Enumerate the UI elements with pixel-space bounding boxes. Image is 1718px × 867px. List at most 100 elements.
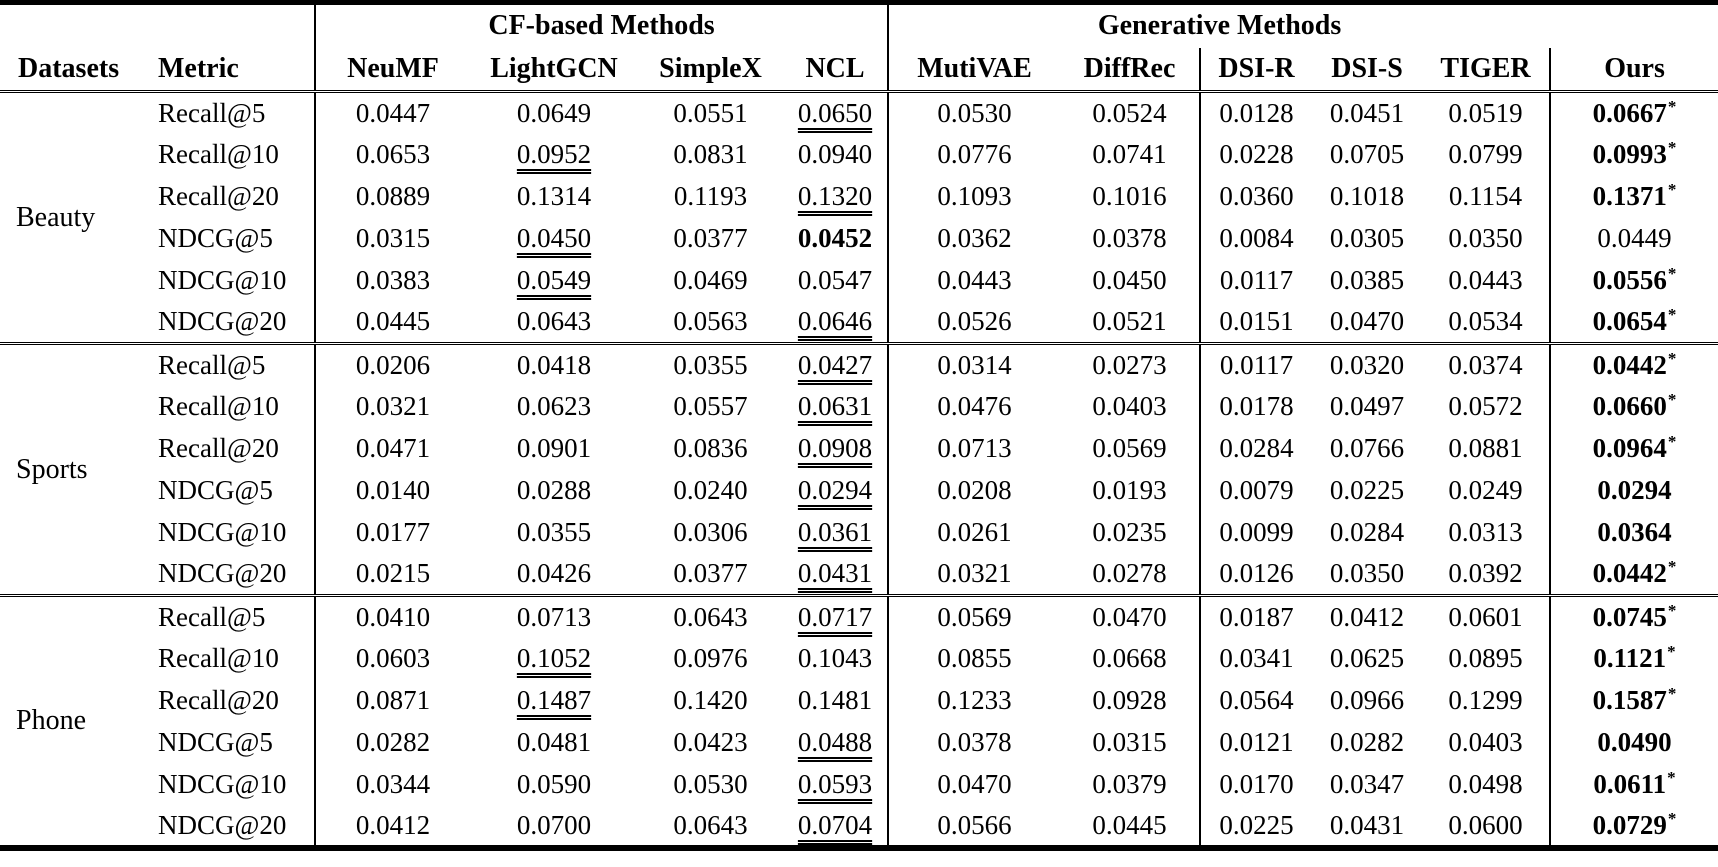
value-cell: 0.0426 — [470, 554, 638, 596]
metric-value: 0.0418 — [516, 349, 592, 380]
metric-value: 0.0117 — [1219, 349, 1294, 380]
metric-label: Recall@20 — [158, 685, 279, 715]
value-cell: 0.0249 — [1422, 470, 1550, 512]
metric-value: 0.0282 — [1329, 727, 1405, 757]
metric-value: 0.0745 — [1592, 601, 1667, 632]
metric-value: 0.0889 — [355, 181, 431, 211]
datasets-column-header: Datasets — [0, 47, 150, 93]
significance-star: * — [1667, 642, 1676, 661]
method-header-tiger: TIGER — [1422, 47, 1551, 93]
metric-value: 0.1193 — [673, 181, 748, 211]
table-row: Recall@20 0.0471 0.0901 0.0836 0.0908 0.0713 0… — [0, 427, 1718, 470]
significance-star: * — [1667, 684, 1677, 703]
metric-value: 0.0490 — [1597, 727, 1672, 757]
metric-value: 0.0526 — [937, 306, 1012, 337]
value-cell: 0.0079 — [1199, 469, 1313, 512]
method-header-neumf: NeuMF — [314, 47, 470, 93]
metric-value: 0.0625 — [1329, 643, 1405, 673]
table-row: NDCG@5 0.0140 0.0288 0.0240 0.0294 0.0208 0.01… — [0, 469, 1718, 512]
value-cell: 0.0140 — [314, 469, 470, 512]
value-cell: 0.1121* — [1549, 637, 1718, 680]
value-cell: 0.0442* — [1549, 553, 1718, 596]
metric-value: 0.0521 — [1092, 306, 1167, 337]
value-cell: 0.0668 — [1060, 638, 1200, 680]
value-cell: 0.0294 — [1549, 469, 1718, 512]
value-cell: 0.0360 — [1199, 175, 1313, 218]
value-cell: 0.0650 — [783, 92, 888, 134]
metric-value: 0.0294 — [797, 475, 873, 505]
value-cell: 0.0121 — [1199, 721, 1313, 764]
metric-value: 0.0569 — [1092, 433, 1167, 463]
metric-value: 0.0225 — [1219, 809, 1294, 840]
metric-value: 0.0294 — [1597, 475, 1672, 505]
significance-star: * — [1667, 180, 1677, 199]
value-cell: 0.1299 — [1422, 680, 1550, 722]
metric-value: 0.0099 — [1219, 517, 1294, 547]
value-cell: 0.0235 — [1060, 512, 1200, 554]
metric-value: 0.1487 — [516, 685, 592, 715]
metric-value: 0.0410 — [355, 601, 431, 632]
value-cell: 0.0377 — [638, 554, 783, 596]
metric-value: 0.0445 — [1092, 809, 1167, 840]
metric-value: 0.1314 — [516, 181, 592, 211]
significance-star: * — [1667, 557, 1677, 577]
metric-value: 0.0378 — [1092, 223, 1167, 253]
metric-value: 0.1420 — [673, 685, 748, 715]
value-cell: 0.0403 — [1060, 386, 1200, 428]
value-cell: 0.0643 — [638, 594, 783, 638]
metric-value: 0.0855 — [937, 643, 1012, 673]
method-header-dsi-s: DSI-S — [1312, 47, 1423, 93]
metric-value: 0.0392 — [1448, 558, 1523, 589]
metric-value: 0.0572 — [1448, 391, 1523, 421]
metric-value: 0.0385 — [1329, 265, 1405, 295]
metric-value: 0.0379 — [1092, 769, 1167, 799]
significance-star: * — [1667, 96, 1677, 116]
metric-value: 0.0668 — [1092, 643, 1167, 673]
metric-value: 0.0305 — [1329, 223, 1405, 253]
value-cell: 0.0667* — [1549, 91, 1718, 134]
metric-value: 0.0362 — [937, 223, 1012, 253]
value-cell: 0.0350 — [1312, 554, 1422, 596]
value-cell: 0.0836 — [638, 428, 783, 470]
value-cell: 0.0547 — [783, 260, 888, 302]
metric-value: 0.0660 — [1592, 391, 1667, 421]
value-cell: 0.0273 — [1060, 342, 1201, 386]
metric-value: 0.0700 — [516, 809, 592, 840]
metric-label: Recall@10 — [158, 139, 279, 169]
value-cell: 0.0151 — [1199, 301, 1313, 344]
metric-label: NDCG@20 — [158, 306, 287, 337]
metric-value: 0.0273 — [1092, 349, 1167, 380]
metric-label: Recall@5 — [150, 594, 315, 638]
value-cell: 0.0294 — [783, 470, 888, 512]
value-cell: 0.0799 — [1422, 134, 1550, 176]
value-cell: 0.0187 — [1199, 594, 1313, 638]
value-cell: 0.0469 — [638, 260, 783, 302]
metric-value: 0.0206 — [355, 349, 431, 380]
value-cell: 0.0530 — [887, 91, 1061, 134]
value-cell: 0.0488 — [783, 722, 888, 764]
value-cell: 0.1043 — [783, 638, 888, 680]
metric-value: 0.0177 — [355, 517, 431, 547]
metric-value: 0.0117 — [1219, 265, 1294, 295]
table-row: NDCG@10 0.0344 0.0590 0.0530 0.0593 0.0470 0.0… — [0, 763, 1718, 806]
metric-value: 0.0215 — [355, 558, 431, 589]
value-cell: 0.0569 — [887, 594, 1061, 638]
metric-value: 0.0378 — [937, 727, 1012, 757]
metric-value: 0.0976 — [673, 643, 748, 673]
value-cell: 0.0117 — [1199, 342, 1313, 386]
metric-value: 0.0443 — [1448, 265, 1523, 295]
metric-value: 0.0643 — [516, 306, 592, 337]
metric-value: 0.0611 — [1593, 769, 1667, 799]
value-cell: 0.0361 — [783, 512, 888, 554]
value-cell: 0.0611* — [1549, 763, 1718, 806]
cf-based-group-header: CF-based Methods — [313, 2, 889, 48]
metric-value: 0.0151 — [1219, 306, 1294, 337]
method-header-simplex: SimpleX — [638, 47, 783, 93]
value-cell: 0.0423 — [638, 722, 783, 764]
value-cell: 0.0895 — [1422, 638, 1550, 680]
value-cell: 0.0117 — [1199, 259, 1313, 302]
value-cell: 0.0284 — [1199, 427, 1313, 470]
value-cell: 0.0700 — [470, 806, 638, 848]
value-cell: 0.0952 — [470, 134, 638, 176]
